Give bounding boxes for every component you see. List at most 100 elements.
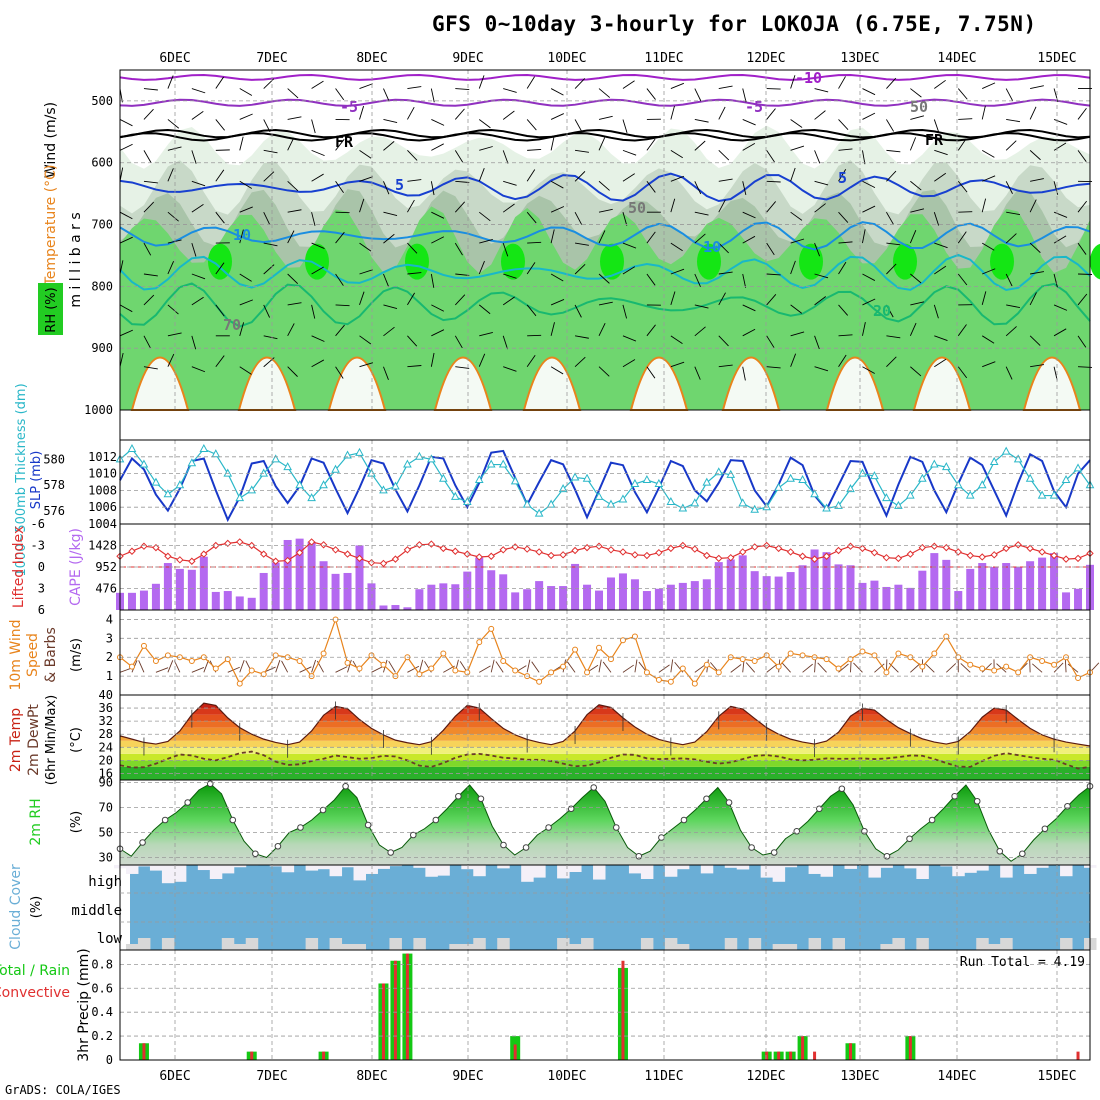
cloud-high-gap [269,865,283,867]
thickness-point [295,480,304,489]
wind-barb [886,242,901,246]
li-point [966,551,974,560]
wind-barb [957,366,968,379]
li-point [379,559,388,568]
wind-speed-point [655,676,662,683]
wind-speed-point [260,671,267,678]
wind-ylabel-2: Speed [25,633,41,677]
cloud-high-gap [437,865,450,876]
cross-section-surface-strip [119,409,1091,441]
wind-barb [838,76,846,89]
li-ytick--3: -3 [31,539,45,553]
wind-barb [526,119,537,131]
wind-barb [814,273,829,279]
cloud-high-gap [377,865,390,869]
wind-barb [1053,142,1067,151]
wind-barb [239,113,253,120]
wind-barb [694,366,701,380]
wind-speed-point [943,633,950,640]
wind-barb-10m [888,662,899,673]
wind-barb [550,136,555,151]
rh-point [432,816,440,824]
cape-bar [882,586,891,610]
legend-total-rain: Total / Rain [0,963,70,979]
wind-speed-point [667,678,674,685]
rh-point [996,847,1004,855]
wind-barb [814,242,821,257]
wind-barb [1077,242,1087,255]
wind-barb [359,83,373,89]
cape-bar [1050,553,1059,610]
wind-barb-10m [602,661,612,673]
wind-barb [1029,242,1041,253]
wind-speed-point [823,656,830,663]
cape-bar [1062,592,1071,610]
cloud-high-gap [389,865,402,867]
cloud-units: (%) [29,896,44,919]
cape-bar [319,561,328,610]
rh-point [522,844,530,851]
wind-barb [454,108,465,120]
cloud-high-gap [317,865,331,870]
rh-point [252,850,259,858]
thickness-point [690,498,700,507]
li-point [1026,544,1034,553]
li-ytick-0: 0 [38,560,45,574]
li-point [224,539,232,548]
contour-label-temp_lightblue-1: 10 [703,238,721,256]
wind-barb [934,149,948,156]
cape-bar [726,559,735,610]
temp-band-4 [120,740,1090,748]
precip-ytick-0: 0 [106,1053,113,1067]
cloud-high-gap [425,865,438,877]
top-xtick-12DEC: 12DEC [746,51,785,66]
wind-speed-point [548,669,555,676]
rh-point [838,785,846,793]
wind-speed-point [296,658,303,664]
thickness-point [989,456,999,465]
li-point [535,548,543,556]
cloud-low-gap [461,944,474,950]
temp-ytick-32: 32 [99,714,113,728]
wind-barb [1005,140,1017,151]
cape-bar [379,605,388,610]
top-xtick-10DEC: 10DEC [547,51,586,66]
cloud-ylabel: Cloud Cover [8,864,24,950]
thickness-point [546,499,556,508]
wind-barb [191,296,204,306]
rh-line [119,783,1091,862]
wind-barb-10m [167,660,174,673]
wind-barb-10m [910,663,921,673]
rh-point [387,849,394,856]
wind-barb [862,112,876,120]
wind-barb [311,80,324,89]
thickness-point [438,473,448,482]
thickness-point [199,443,209,453]
cloud-low-gap [581,938,594,950]
thickness-point [235,493,245,502]
cape-bar [247,597,256,610]
li-point [978,553,986,561]
wind-barb-10m [814,659,816,673]
thickness-point [750,504,760,513]
cloud-low-gap [748,938,762,950]
wind-barb-10m [311,659,317,673]
li-point [415,541,424,549]
thickness-ytick-580: 580 [43,452,65,466]
wind-barb-10m [479,665,491,673]
surface-dome-5 [629,356,689,411]
wind-barb [1077,200,1087,213]
wind-barb [215,355,225,367]
temp-ytick-36: 36 [99,701,113,715]
wind-barb [814,203,826,213]
li-point [703,551,711,560]
wind-barb [909,230,917,244]
wind-barb [957,138,967,151]
rh-high-cell-0 [208,243,232,280]
wind-ytick-4: 4 [106,612,113,626]
wind-barb [383,326,395,337]
thickness-ytick-578: 578 [43,478,65,492]
wind-barb [239,322,245,336]
thickness-point [415,451,424,460]
rh-point [409,831,417,839]
